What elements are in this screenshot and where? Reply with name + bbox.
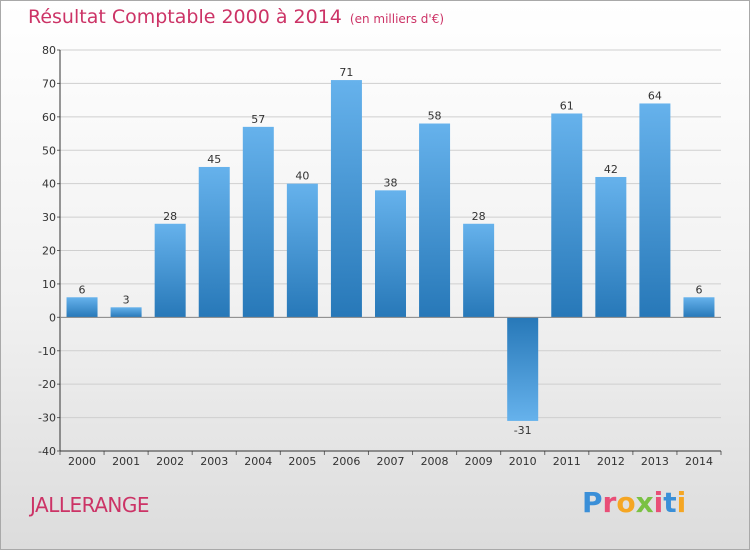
bar [463, 223, 495, 318]
data-label: 45 [207, 153, 221, 166]
x-tick-labels: 2000 2001 2002 2003 2004 2005 2006 2007 2008 2009… [68, 455, 713, 468]
logo-letter: r [602, 486, 617, 519]
bar [551, 113, 583, 318]
y-tick-label: 70 [42, 77, 56, 90]
logo-letter: t [663, 486, 677, 519]
data-label: 28 [163, 210, 177, 223]
bar [198, 166, 230, 318]
bar [419, 123, 451, 318]
bar [375, 190, 406, 318]
bar [242, 126, 274, 318]
x-tick-label: 2011 [553, 455, 581, 468]
y-tick-label: -40 [38, 445, 56, 458]
bar [110, 307, 142, 318]
data-label: -31 [514, 424, 532, 437]
data-label: 38 [384, 176, 398, 189]
data-label: 42 [604, 163, 618, 176]
x-tick-label: 2000 [68, 455, 96, 468]
logo-letter: i [653, 486, 664, 519]
bar [507, 317, 539, 421]
bar [595, 176, 627, 318]
data-label: 57 [251, 113, 265, 126]
x-tick-label: 2008 [421, 455, 449, 468]
logo-letter: i [676, 486, 687, 519]
data-label: 28 [472, 210, 486, 223]
logo-letter: x [635, 486, 654, 519]
commune-name: JALLERANGE [30, 493, 150, 517]
axes [57, 49, 722, 455]
bars [66, 80, 715, 421]
proxiti-logo[interactable]: Proxiti [582, 486, 686, 519]
bar [286, 183, 318, 318]
x-tick-label: 2010 [509, 455, 537, 468]
y-tick-label: 80 [42, 44, 56, 57]
data-labels: 6 3 28 45 57 40 71 38 58 28 -31 61 42 64 6 [79, 66, 703, 437]
y-tick-label: -10 [38, 345, 56, 358]
logo-letter: P [582, 486, 603, 519]
y-tick-label: 30 [42, 211, 56, 224]
y-tick-label: 40 [42, 178, 56, 191]
bar [683, 297, 715, 318]
y-tick-label: 0 [49, 311, 56, 324]
data-label: 6 [695, 283, 702, 296]
y-tick-label: -30 [38, 412, 56, 425]
y-tick-labels: -40 -30 -20 -10 0 10 20 30 40 50 60 70 80 [38, 44, 56, 458]
data-label: 64 [648, 89, 662, 102]
x-tick-label: 2001 [112, 455, 140, 468]
x-tick-label: 2007 [377, 455, 405, 468]
y-tick-label: 20 [42, 245, 56, 258]
bar [66, 297, 98, 318]
data-label: 3 [123, 293, 130, 306]
y-tick-label: -20 [38, 378, 56, 391]
data-label: 40 [295, 170, 309, 183]
x-tick-label: 2006 [332, 455, 360, 468]
data-label: 71 [339, 66, 353, 79]
x-tick-label: 2012 [597, 455, 625, 468]
x-tick-label: 2003 [200, 455, 228, 468]
x-tick-label: 2005 [288, 455, 316, 468]
bar [639, 103, 671, 318]
data-label: 61 [560, 99, 574, 112]
x-tick-label: 2014 [685, 455, 713, 468]
y-tick-label: 60 [42, 111, 56, 124]
y-tick-label: 10 [42, 278, 56, 291]
logo-letter: o [616, 486, 636, 519]
unit-note: (en milliers d'€) [349, 12, 445, 26]
bar [154, 223, 186, 318]
title-text: Résultat Comptable 2000 à 2014 [28, 6, 342, 28]
data-label: 58 [428, 110, 442, 123]
data-label: 6 [79, 283, 86, 296]
x-tick-label: 2004 [244, 455, 272, 468]
y-tick-label: 50 [42, 144, 56, 157]
chart-title: Résultat Comptable 2000 à 2014 (en millie… [28, 6, 444, 28]
x-tick-label: 2002 [156, 455, 184, 468]
bar [330, 80, 362, 318]
x-tick-label: 2013 [641, 455, 669, 468]
x-tick-label: 2009 [465, 455, 493, 468]
